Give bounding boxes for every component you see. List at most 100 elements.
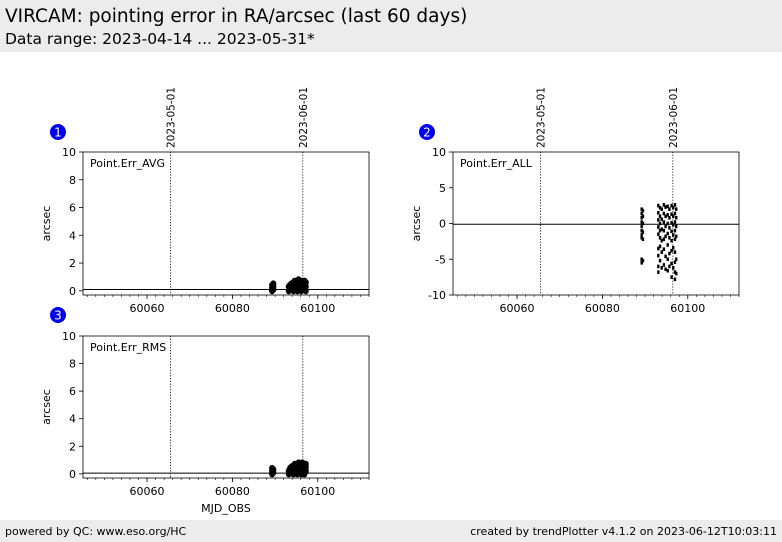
- data-point: [668, 264, 671, 269]
- data-point: [641, 214, 645, 219]
- data-point: [672, 246, 675, 250]
- data-point: [666, 257, 669, 262]
- data-point: [640, 207, 643, 211]
- data-point: [657, 232, 660, 237]
- data-point: [668, 215, 671, 220]
- y-tick-label: 4: [69, 413, 76, 426]
- y-tick-label: 8: [69, 174, 76, 187]
- y-tick-label: 10: [62, 146, 76, 159]
- series-label: Point.Err_AVG: [90, 157, 165, 170]
- data-point: [662, 203, 666, 207]
- data-point: [660, 238, 663, 243]
- x-tick-label: 60080: [585, 302, 620, 315]
- data-point: [666, 243, 669, 247]
- data-point: [672, 223, 675, 227]
- data-point: [662, 237, 666, 242]
- data-point: [668, 225, 671, 230]
- data-point: [675, 271, 678, 276]
- panel-badge: [50, 124, 66, 140]
- data-point: [660, 217, 663, 222]
- data-point: [640, 261, 643, 265]
- data-point: [662, 247, 666, 252]
- data-point: [664, 267, 667, 272]
- y-tick-label: 0: [69, 285, 76, 298]
- data-point: [666, 221, 669, 226]
- data-point: [657, 270, 660, 274]
- data-point: [672, 266, 675, 270]
- plot-frame: [82, 151, 370, 296]
- data-point: [658, 228, 662, 233]
- data-point: [673, 270, 677, 274]
- date-marker-label: 2023-06-01: [298, 87, 310, 148]
- data-point: [668, 236, 671, 240]
- page-title: VIRCAM: pointing error in RA/arcsec (las…: [5, 6, 468, 27]
- data-point: [662, 211, 666, 216]
- y-tick-label: -5: [435, 253, 446, 266]
- y-tick-label: 4: [69, 229, 76, 242]
- data-point: [670, 261, 673, 266]
- data-point: [664, 214, 667, 219]
- panel-badge: [419, 124, 435, 140]
- data-point: [675, 215, 678, 220]
- data-point: [673, 203, 677, 207]
- panel-badge: [50, 307, 66, 323]
- date-marker-label: 2023-05-01: [166, 87, 178, 148]
- panel-badge-number: 2: [423, 126, 431, 140]
- data-point: [270, 280, 277, 288]
- y-axis-label: arcsec: [40, 389, 53, 425]
- panel-badge-number: 3: [54, 309, 62, 323]
- y-tick-label: 6: [69, 385, 76, 398]
- data-point: [660, 266, 663, 270]
- data-point: [657, 203, 660, 208]
- y-tick-label: 0: [69, 468, 76, 481]
- data-point: [670, 238, 673, 243]
- footer-timestamp: created by trendPlotter v4.1.2 on 2023-0…: [470, 525, 777, 538]
- footer-credit: powered by QC: www.eso.org/HC: [5, 525, 187, 538]
- plot-frame: [452, 151, 740, 296]
- data-point: [640, 211, 643, 216]
- data-point: [668, 251, 671, 256]
- x-tick-label: 60060: [130, 485, 165, 498]
- data-point: [657, 225, 660, 229]
- data-point: [662, 263, 666, 267]
- data-point: [640, 228, 643, 233]
- data-point: [664, 234, 667, 239]
- data-point: [657, 210, 660, 215]
- data-point: [640, 257, 643, 262]
- series-label: Point.Err_RMS: [90, 341, 166, 354]
- data-point: [660, 207, 663, 211]
- header-bar: VIRCAM: pointing error in RA/arcsec (las…: [0, 0, 782, 52]
- data-point: [658, 221, 662, 226]
- data-point: [640, 233, 643, 237]
- data-point: [675, 257, 678, 262]
- data-point: [670, 212, 673, 217]
- date-marker-label: 2023-05-01: [536, 87, 548, 148]
- y-axis-label: arcsec: [40, 206, 53, 242]
- y-axis-label: arcsec: [410, 206, 423, 242]
- data-point: [675, 207, 678, 211]
- chart-panel-1: 1 60060 60080 60100 0 2 4 6 8 10 arcsec 2023-05-01 2…: [40, 87, 370, 315]
- data-point: [673, 260, 677, 264]
- data-point: [666, 268, 669, 273]
- data-point: [641, 221, 645, 226]
- footer-bar: powered by QC: www.eso.org/HC created by…: [0, 520, 782, 542]
- y-tick-label: 5: [439, 182, 446, 195]
- data-point: [640, 220, 643, 224]
- data-point: [641, 237, 645, 242]
- data-point: [668, 207, 671, 211]
- data-point: [641, 258, 645, 263]
- x-tick-label: 60100: [670, 302, 705, 315]
- data-point: [658, 258, 662, 263]
- x-axis-label: MJD_OBS: [201, 502, 251, 515]
- data-point: [670, 248, 673, 253]
- data-point: [660, 250, 663, 254]
- panel-badge-number: 1: [54, 126, 62, 140]
- data-point: [673, 211, 677, 216]
- data-point: [657, 218, 660, 222]
- data-point: [657, 264, 660, 269]
- data-point: [673, 220, 677, 224]
- data-point: [662, 228, 666, 233]
- data-point: [675, 234, 678, 239]
- data-point: [658, 214, 662, 219]
